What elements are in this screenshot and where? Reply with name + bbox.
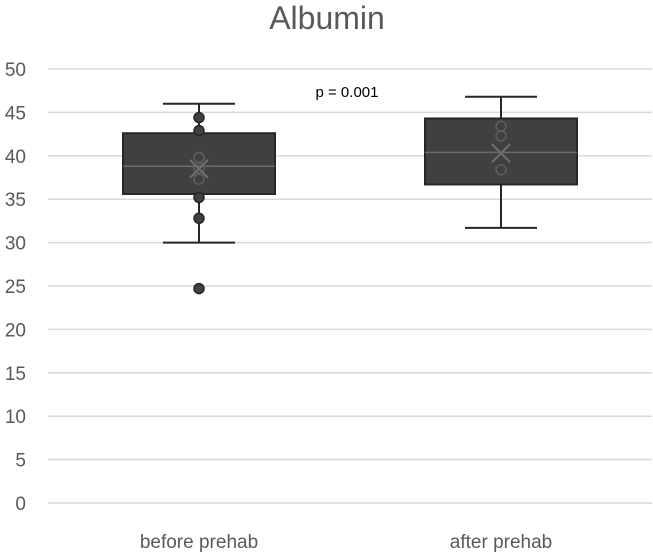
- mean-marker-b: [189, 159, 209, 179]
- data-point-5: [193, 191, 205, 204]
- y-tick-label-25: 25: [5, 277, 26, 298]
- y-tick-label-45: 45: [5, 103, 26, 124]
- p-value-annotation: p = 0.001: [316, 84, 379, 101]
- y-tick-label-40: 40: [5, 147, 26, 168]
- data-point-0: [193, 111, 205, 124]
- box-plots: [122, 95, 578, 295]
- x-category-label-1: after prehab: [450, 532, 552, 553]
- y-tick-label-0: 0: [15, 494, 26, 515]
- y-tick-label-5: 5: [15, 451, 26, 472]
- data-point-1: [495, 130, 507, 142]
- data-point-6: [193, 212, 205, 225]
- gridlines: [48, 68, 652, 504]
- data-point-4: [193, 173, 205, 185]
- mean-marker-b: [491, 143, 511, 163]
- y-tick-label-15: 15: [5, 364, 26, 385]
- y-tick-label-10: 10: [5, 407, 26, 428]
- y-tick-label-30: 30: [5, 234, 26, 255]
- chart-title: Albumin: [269, 0, 385, 36]
- x-axis-categories: before prehab after prehab: [140, 532, 552, 553]
- y-tick-label-50: 50: [5, 60, 26, 81]
- data-point-3: [193, 162, 205, 174]
- y-axis-ticks: 0 5 10 15 20 25 30 35 40 45 50: [5, 60, 26, 515]
- y-tick-label-35: 35: [5, 190, 26, 211]
- y-tick-label-20: 20: [5, 320, 26, 341]
- box-1: [424, 95, 578, 229]
- data-point-7: [193, 282, 205, 295]
- data-point-1: [193, 124, 205, 137]
- x-category-label-0: before prehab: [140, 532, 258, 553]
- box-rect: [424, 117, 578, 186]
- box-0: [122, 102, 276, 295]
- data-point-2: [495, 163, 507, 176]
